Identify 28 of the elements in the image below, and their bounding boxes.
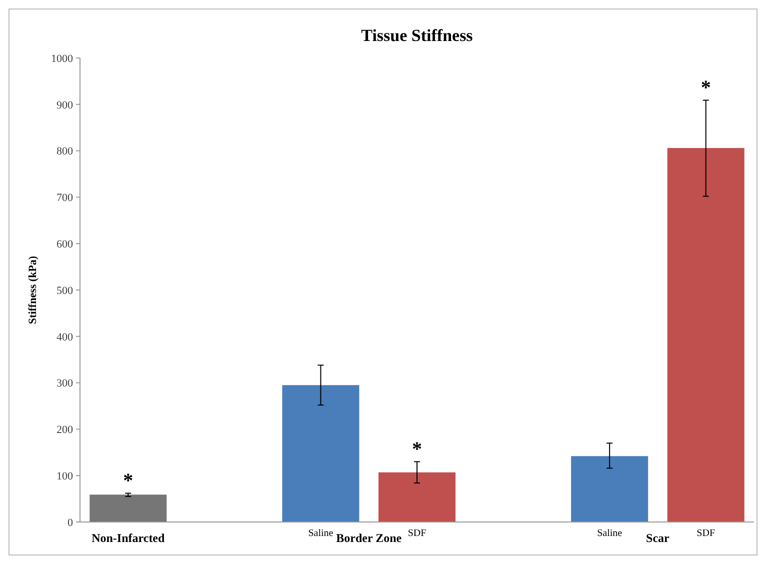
x-tick-label: Saline bbox=[308, 528, 334, 539]
y-tick-label: 900 bbox=[56, 99, 74, 112]
data-label: * bbox=[700, 77, 711, 100]
data-label: * bbox=[412, 438, 422, 461]
y-tick-label: 0 bbox=[68, 516, 74, 529]
y-tick-label: 100 bbox=[56, 470, 74, 482]
text: Border Zone bbox=[336, 531, 402, 545]
y-tick-label: 700 bbox=[56, 192, 74, 204]
bar bbox=[667, 148, 744, 522]
bar bbox=[282, 385, 360, 522]
y-tick-label: 800 bbox=[56, 146, 74, 158]
y-tick-label: 400 bbox=[56, 331, 74, 344]
bar bbox=[378, 472, 456, 522]
x-tick-label: Saline bbox=[597, 528, 623, 539]
y-tick-label: 200 bbox=[56, 424, 74, 436]
y-tick-label: 300 bbox=[56, 378, 74, 390]
chart-title: Tissue Stiffness bbox=[361, 26, 474, 45]
bar bbox=[571, 456, 648, 522]
x-tick-label: SDF bbox=[696, 528, 716, 539]
y-tick-label: 600 bbox=[56, 238, 74, 250]
y-tick-label: 1000 bbox=[51, 52, 74, 65]
data-label: * bbox=[123, 470, 134, 492]
y-axis-title: Stiffness (kPa) bbox=[27, 256, 39, 324]
y-tick-label: 500 bbox=[56, 284, 74, 297]
text: Scar bbox=[646, 531, 670, 545]
x-tick-label: SDF bbox=[408, 528, 427, 539]
x-tick-label: Non-Infarcted bbox=[92, 531, 166, 545]
bar bbox=[90, 494, 167, 522]
